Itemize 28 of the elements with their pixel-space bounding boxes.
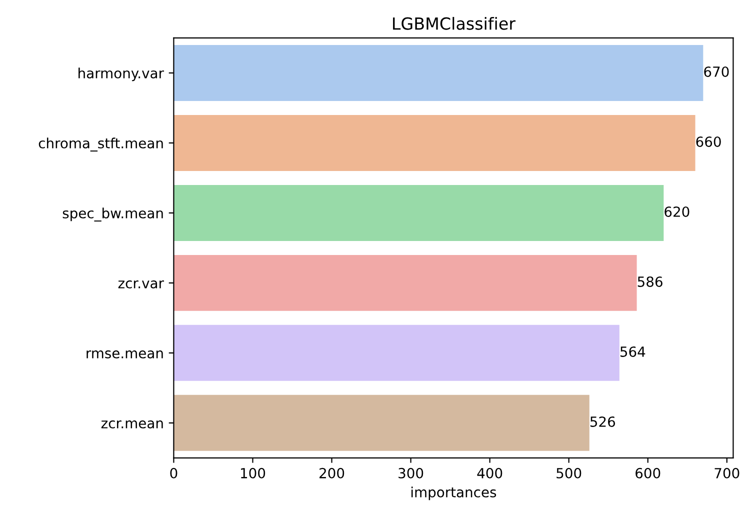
bar xyxy=(174,184,664,241)
x-tick-label: 600 xyxy=(636,468,660,478)
bar xyxy=(174,394,590,451)
data-label: 564 xyxy=(620,346,646,357)
data-label: 670 xyxy=(704,66,729,77)
x-tick-label: 100 xyxy=(241,468,266,478)
x-tick-label: 400 xyxy=(477,468,502,478)
x-tick-label: 300 xyxy=(398,468,424,478)
chart-title: LGBMClassifier xyxy=(393,16,516,30)
bar xyxy=(174,254,637,311)
data-label: 526 xyxy=(590,416,616,427)
x-tick-label: 200 xyxy=(320,468,344,478)
data-label: 620 xyxy=(664,206,690,217)
x-axis-title: importances xyxy=(411,486,496,500)
y-tick-label: rmse.mean xyxy=(86,350,163,358)
x-tick-label: 500 xyxy=(556,468,582,478)
y-tick-label: chroma_stft.mean xyxy=(38,138,163,152)
y-tick-label: harmony.var xyxy=(78,68,164,82)
data-label: 660 xyxy=(696,136,721,147)
bar xyxy=(174,114,696,171)
x-tick-label: 0 xyxy=(170,468,178,478)
y-tick-label: zcr.mean xyxy=(101,420,163,428)
y-tick-label: zcr.var xyxy=(118,280,164,288)
y-tick-label: spec_bw.mean xyxy=(62,208,163,222)
x-tick-label: 700 xyxy=(714,468,740,478)
bar xyxy=(174,44,704,101)
bar xyxy=(174,324,620,381)
data-label: 586 xyxy=(638,276,662,287)
